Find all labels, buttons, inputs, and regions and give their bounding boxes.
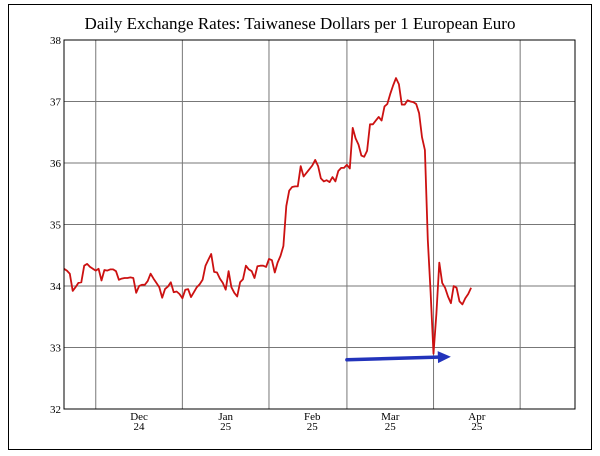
- chart-title: Daily Exchange Rates: Taiwanese Dollars …: [84, 14, 516, 33]
- series-line-twd-per-eur: [63, 77, 472, 355]
- y-tick-label: 36: [50, 158, 62, 170]
- x-tick-year: 25: [385, 421, 397, 433]
- grid: [64, 39, 575, 410]
- x-tick-year: 25: [471, 421, 483, 433]
- x-tick-year: 25: [307, 421, 319, 433]
- x-tick-month: Apr: [468, 411, 485, 423]
- x-tick-month: Mar: [381, 411, 400, 423]
- annotation-arrow-head: [437, 351, 451, 364]
- y-tick-label: 38: [50, 35, 62, 47]
- y-tick-label: 35: [50, 220, 62, 232]
- annotation-arrow: [345, 351, 451, 364]
- x-tick-year: 24: [134, 421, 146, 433]
- x-tick-month: Dec: [130, 411, 148, 423]
- x-tick-year: 25: [220, 421, 232, 433]
- y-tick-label: 34: [50, 281, 62, 293]
- y-tick-label: 33: [50, 343, 62, 355]
- y-tick-label: 32: [50, 404, 61, 416]
- chart-frame: [8, 4, 592, 450]
- plot-area: [63, 39, 576, 410]
- annotation-arrow-shaft: [345, 355, 440, 362]
- y-axis-labels: 32 33 34 35 36 37 38: [50, 35, 62, 416]
- y-tick-label: 37: [50, 97, 62, 109]
- x-tick-month: Feb: [304, 411, 321, 423]
- x-tick-month: Jan: [218, 411, 233, 423]
